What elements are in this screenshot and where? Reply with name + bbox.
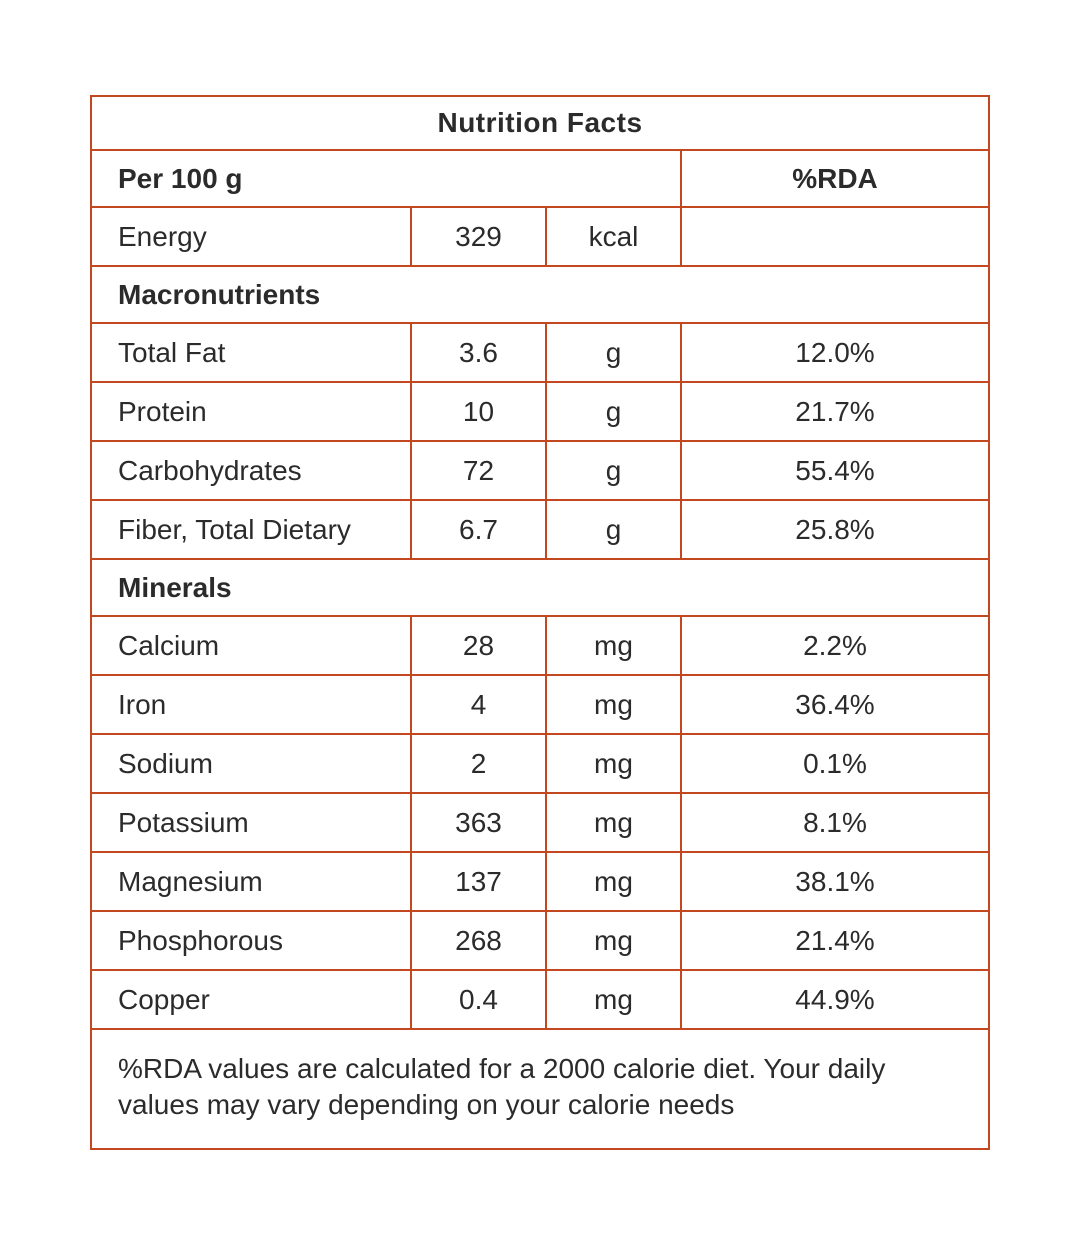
nutrient-value: 10	[410, 381, 547, 442]
nutrient-name: Fiber, Total Dietary	[90, 499, 412, 560]
table-row: Potassium 363 mg 8.1%	[90, 792, 990, 853]
nutrient-unit: g	[545, 499, 682, 560]
nutrient-name: Sodium	[90, 733, 412, 794]
nutrient-value: 0.4	[410, 969, 547, 1030]
nutrient-value: 28	[410, 615, 547, 676]
nutrient-unit: mg	[545, 615, 682, 676]
table-row: Fiber, Total Dietary 6.7 g 25.8%	[90, 499, 990, 560]
rda-footnote: %RDA values are calculated for a 2000 ca…	[90, 1028, 990, 1150]
nutrition-facts-table: Nutrition Facts Per 100 g %RDA Energy 329…	[90, 95, 990, 1150]
nutrient-value: 2	[410, 733, 547, 794]
nutrient-rda-percent: 21.7%	[680, 381, 990, 442]
nutrient-value: 329	[410, 206, 547, 267]
nutrient-name: Copper	[90, 969, 412, 1030]
table-row: Copper 0.4 mg 44.9%	[90, 969, 990, 1030]
nutrient-name: Carbohydrates	[90, 440, 412, 501]
nutrient-rda-percent: 2.2%	[680, 615, 990, 676]
nutrient-unit: mg	[545, 969, 682, 1030]
section-header-row: Macronutrients	[90, 265, 990, 324]
nutrient-name: Protein	[90, 381, 412, 442]
nutrient-name: Magnesium	[90, 851, 412, 912]
nutrient-unit: mg	[545, 674, 682, 735]
nutrient-name: Calcium	[90, 615, 412, 676]
nutrient-unit: kcal	[545, 206, 682, 267]
nutrient-rda-percent: 55.4%	[680, 440, 990, 501]
nutrient-unit: g	[545, 322, 682, 383]
footer-row: %RDA values are calculated for a 2000 ca…	[90, 1028, 990, 1150]
title-row: Nutrition Facts	[90, 95, 990, 151]
nutrient-name: Total Fat	[90, 322, 412, 383]
nutrient-value: 137	[410, 851, 547, 912]
nutrient-rda-percent: 0.1%	[680, 733, 990, 794]
nutrient-rda-percent: 44.9%	[680, 969, 990, 1030]
table-row: Calcium 28 mg 2.2%	[90, 615, 990, 676]
nutrient-unit: g	[545, 381, 682, 442]
nutrient-unit: g	[545, 440, 682, 501]
rda-column-header: %RDA	[680, 149, 990, 208]
table-row: Iron 4 mg 36.4%	[90, 674, 990, 735]
serving-size-label: Per 100 g	[90, 149, 682, 208]
nutrient-rda-percent: 36.4%	[680, 674, 990, 735]
nutrient-name: Energy	[90, 206, 412, 267]
nutrient-value: 268	[410, 910, 547, 971]
nutrient-unit: mg	[545, 733, 682, 794]
section-header-label: Macronutrients	[90, 265, 990, 324]
page-title: Nutrition Facts	[90, 95, 990, 151]
table-row: Sodium 2 mg 0.1%	[90, 733, 990, 794]
table-row: Energy 329 kcal	[90, 206, 990, 267]
nutrient-value: 363	[410, 792, 547, 853]
section-header-row: Minerals	[90, 558, 990, 617]
nutrient-rda-percent: 12.0%	[680, 322, 990, 383]
table-row: Carbohydrates 72 g 55.4%	[90, 440, 990, 501]
nutrient-rda-percent: 25.8%	[680, 499, 990, 560]
nutrient-rda-percent	[680, 206, 990, 267]
nutrient-name: Phosphorous	[90, 910, 412, 971]
nutrient-value: 3.6	[410, 322, 547, 383]
table-row: Phosphorous 268 mg 21.4%	[90, 910, 990, 971]
section-header-label: Minerals	[90, 558, 990, 617]
column-header-row: Per 100 g %RDA	[90, 149, 990, 208]
nutrient-rda-percent: 21.4%	[680, 910, 990, 971]
nutrient-value: 6.7	[410, 499, 547, 560]
nutrient-unit: mg	[545, 792, 682, 853]
nutrient-value: 72	[410, 440, 547, 501]
nutrient-rda-percent: 38.1%	[680, 851, 990, 912]
nutrient-value: 4	[410, 674, 547, 735]
table-row: Magnesium 137 mg 38.1%	[90, 851, 990, 912]
table-row: Protein 10 g 21.7%	[90, 381, 990, 442]
nutrient-name: Iron	[90, 674, 412, 735]
nutrient-name: Potassium	[90, 792, 412, 853]
table-row: Total Fat 3.6 g 12.0%	[90, 322, 990, 383]
nutrient-unit: mg	[545, 910, 682, 971]
nutrient-rda-percent: 8.1%	[680, 792, 990, 853]
nutrient-unit: mg	[545, 851, 682, 912]
